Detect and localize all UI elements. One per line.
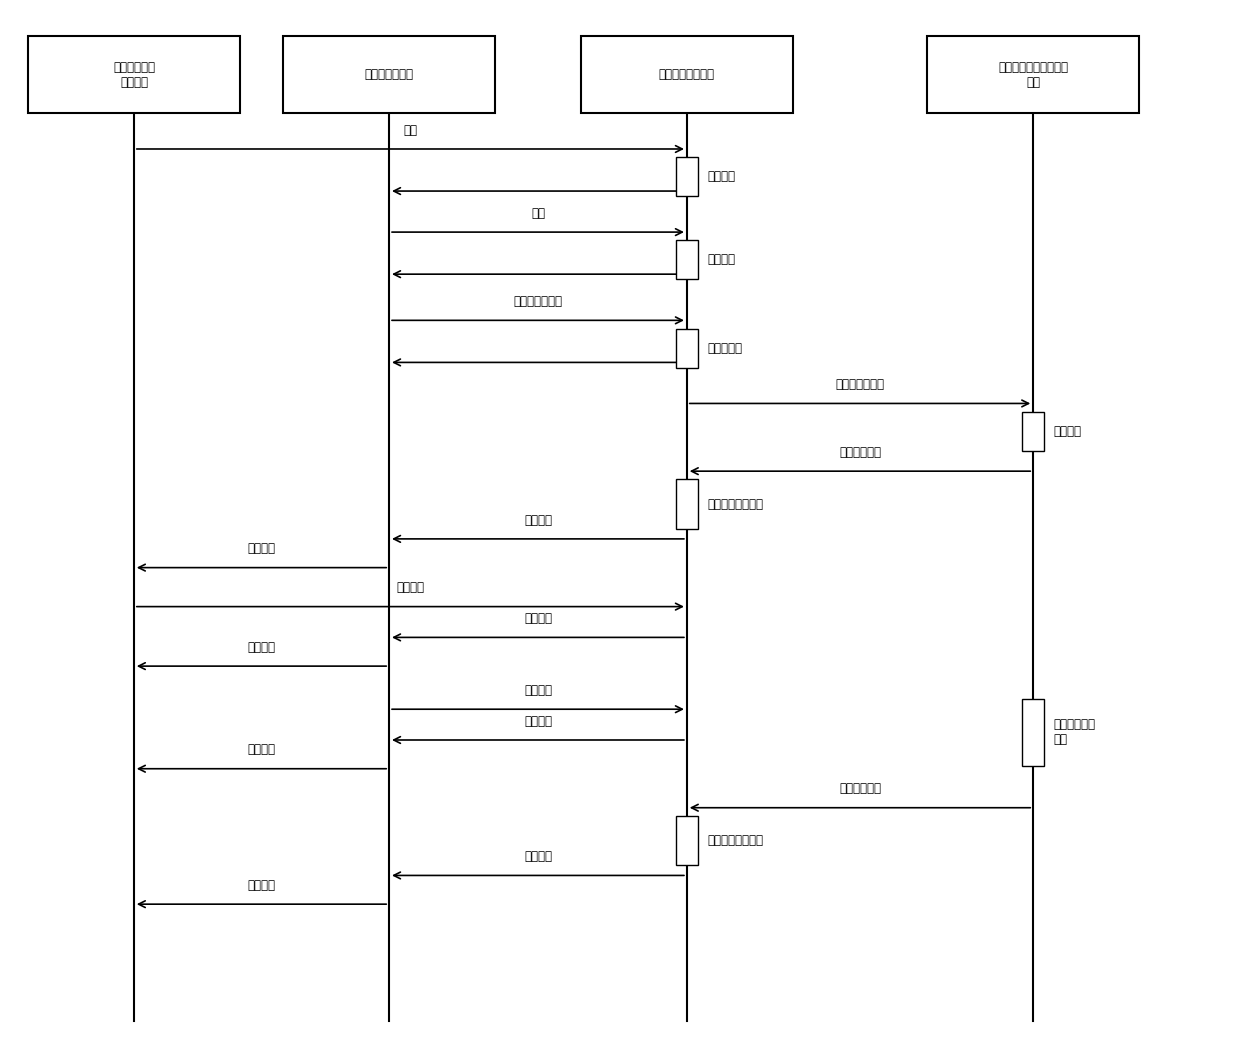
Text: 仿真激励: 仿真激励 <box>248 542 275 555</box>
Text: 处理事件: 处理事件 <box>1054 425 1081 438</box>
Text: 处理并发与实时库: 处理并发与实时库 <box>708 497 764 511</box>
Text: 返回数据: 返回数据 <box>525 612 552 625</box>
Text: 返回数据: 返回数据 <box>248 743 275 756</box>
Text: 周期生成仿真
计算: 周期生成仿真 计算 <box>1054 718 1096 747</box>
Text: 仿真计算结果: 仿真计算结果 <box>839 446 880 459</box>
Bar <box>580 37 794 113</box>
Text: 数字化变电站
仿真模块: 数字化变电站 仿真模块 <box>113 61 155 89</box>
Text: 仿真激励: 仿真激励 <box>248 878 275 892</box>
Text: 联网互联服务组件: 联网互联服务组件 <box>658 68 714 81</box>
Text: 返回数据: 返回数据 <box>525 715 552 728</box>
Text: 处理注册: 处理注册 <box>708 253 735 266</box>
Text: 请求数据: 请求数据 <box>525 684 552 697</box>
Text: 请求数据: 请求数据 <box>397 581 424 595</box>
Text: 注册: 注册 <box>531 207 544 220</box>
Text: 仿真激励: 仿真激励 <box>525 850 552 863</box>
Bar <box>676 241 698 280</box>
Bar <box>676 329 698 367</box>
Text: 低处理事件: 低处理事件 <box>708 341 743 355</box>
Bar <box>676 816 698 865</box>
Bar <box>283 37 496 113</box>
Bar <box>926 37 1140 113</box>
Bar <box>676 480 698 529</box>
Text: 送件及故障事件: 送件及故障事件 <box>836 378 884 392</box>
Bar <box>27 37 241 113</box>
Text: 处理注册: 处理注册 <box>708 171 735 183</box>
Text: 仿真计算结果: 仿真计算结果 <box>839 782 880 796</box>
Bar <box>1022 411 1044 450</box>
Text: 上位机仿真模块: 上位机仿真模块 <box>365 68 414 81</box>
Text: 处理并发与实时库: 处理并发与实时库 <box>708 834 764 847</box>
Text: 注册: 注册 <box>403 124 418 137</box>
Text: 接受及故障事件: 接受及故障事件 <box>513 295 563 308</box>
Bar <box>1022 699 1044 765</box>
Text: 返回数据: 返回数据 <box>248 641 275 653</box>
Bar <box>676 157 698 196</box>
Text: 电网变电站一体化仿真
组件: 电网变电站一体化仿真 组件 <box>998 61 1068 89</box>
Text: 仿真激励: 仿真激励 <box>525 514 552 527</box>
